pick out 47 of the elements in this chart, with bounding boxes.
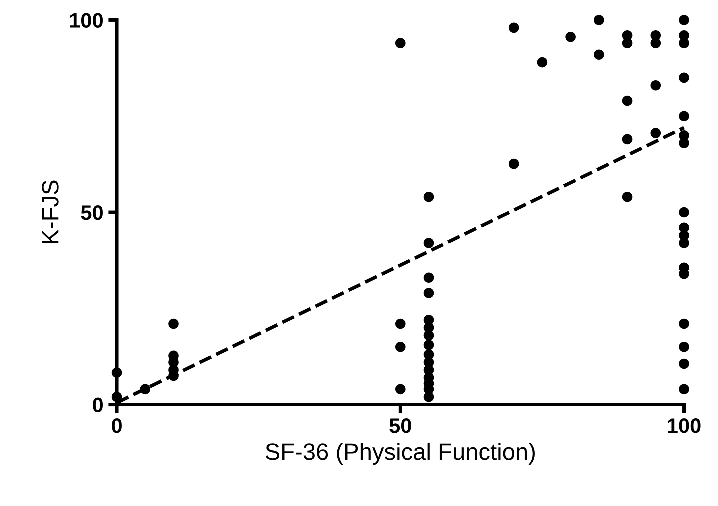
point [168,318,179,330]
point [679,38,690,48]
point [679,207,690,218]
point [679,72,690,84]
point [594,15,604,26]
point [140,384,151,395]
point [679,111,690,122]
y-axis-title: K-FJS [42,180,59,244]
point [424,392,434,402]
point [622,38,633,48]
point [395,384,406,395]
point [594,50,604,60]
point [112,392,122,402]
point [566,32,576,42]
point [112,368,122,378]
x-axis-title: SF-36 (Physical Function) [266,442,535,465]
point [650,80,662,91]
point [424,238,434,248]
point [424,340,434,350]
point [679,342,690,352]
x-tick-label: 50 [390,418,412,434]
point [679,384,690,395]
point [424,330,434,341]
point [508,22,520,34]
point [395,342,406,352]
point [424,192,434,202]
x-tick-label: 0 [112,418,122,434]
point [650,128,662,138]
point [622,134,633,145]
point [508,158,520,170]
y-tick-label: 50 [81,206,103,220]
point [679,318,690,330]
point [650,38,662,48]
point [537,57,548,68]
point [679,15,690,26]
point [424,288,434,298]
point [622,96,633,106]
point [679,138,690,148]
point [679,238,690,248]
point [679,358,690,370]
point [424,272,434,284]
point [622,192,633,202]
y-tick-label: 100 [70,13,103,28]
x-tick-label: 100 [668,418,701,434]
point [395,318,406,330]
point [395,38,406,48]
y-tick-label: 0 [93,398,103,413]
